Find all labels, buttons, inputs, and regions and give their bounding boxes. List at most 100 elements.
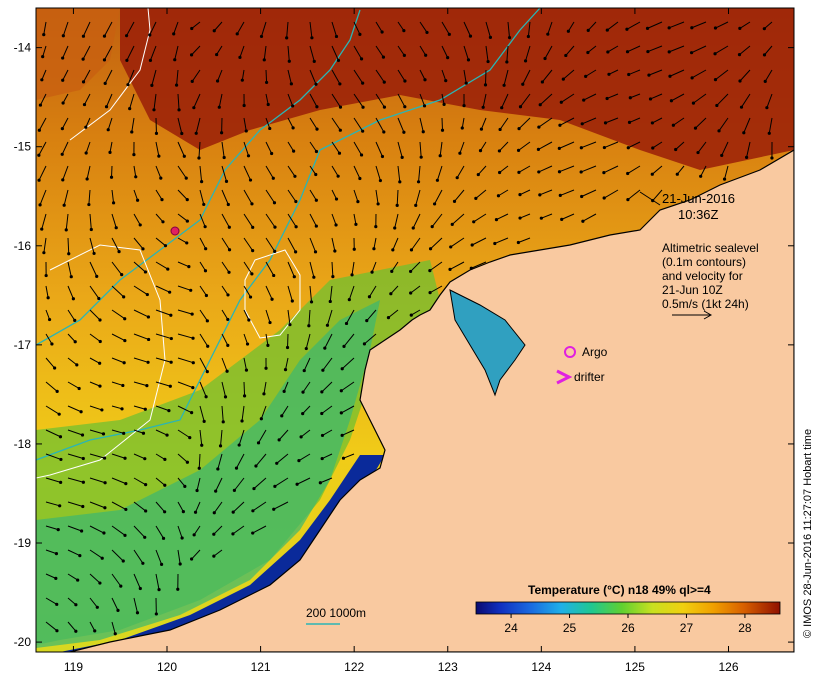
velocity-arrow (177, 333, 194, 339)
velocity-arrow (216, 45, 223, 55)
velocity-arrow-head (204, 247, 208, 251)
lon-tick-label: 119 (64, 660, 83, 674)
velocity-arrow-head (425, 30, 429, 35)
velocity-arrow-head (204, 395, 208, 399)
velocity-arrow-head (336, 58, 341, 63)
velocity-arrow (89, 477, 106, 484)
velocity-arrow (434, 189, 443, 205)
velocity-arrow-head (144, 483, 148, 487)
velocity-arrow (155, 549, 163, 565)
velocity-arrow (85, 117, 91, 128)
velocity-arrow-head (579, 146, 583, 150)
velocity-arrow (220, 429, 223, 446)
velocity-arrow (111, 549, 124, 562)
velocity-arrow-head (79, 410, 83, 414)
velocity-arrow (353, 93, 364, 108)
velocity-arrow (86, 165, 91, 180)
velocity-arrow-head (452, 199, 457, 203)
velocity-arrow-head (252, 486, 256, 491)
velocity-arrow-head (419, 155, 423, 159)
velocity-arrow-head (251, 509, 255, 513)
velocity-arrow-head (134, 175, 138, 179)
velocity-arrow (221, 405, 224, 422)
velocity-arrow (397, 69, 406, 82)
velocity-arrow-head (763, 79, 767, 84)
velocity-arrow (309, 165, 317, 175)
velocity-arrow (107, 117, 113, 130)
velocity-arrow-head (108, 150, 112, 154)
velocity-arrow (199, 309, 208, 322)
velocity-arrow-head (244, 368, 249, 372)
velocity-arrow (88, 189, 91, 205)
velocity-arrow-head (165, 433, 169, 437)
velocity-arrow-head (102, 34, 107, 38)
velocity-arrow (287, 309, 291, 325)
velocity-arrow (285, 357, 289, 370)
velocity-arrow (561, 213, 575, 220)
velocity-arrow (265, 333, 269, 346)
velocity-arrow (155, 165, 162, 179)
velocity-arrow-head (382, 130, 386, 134)
velocity-arrow (193, 93, 201, 108)
isobath-legend: 200 1000m (306, 606, 366, 625)
velocity-arrow (652, 117, 663, 124)
velocity-arrow-head (54, 576, 58, 580)
velocity-arrow (111, 309, 126, 320)
velocity-arrow (441, 69, 447, 81)
velocity-arrow-head (53, 366, 57, 370)
velocity-arrow-head (132, 153, 136, 157)
velocity-arrow-head (61, 178, 65, 182)
velocity-arrow (691, 69, 707, 79)
velocity-arrow (67, 573, 78, 581)
velocity-arrow-head (334, 34, 339, 39)
velocity-arrow-head (770, 156, 774, 160)
velocity-arrow-head (651, 146, 655, 150)
velocity-arrow (265, 309, 271, 323)
velocity-arrow-head (93, 629, 97, 633)
velocity-arrow (45, 525, 59, 531)
velocity-arrow (343, 453, 355, 459)
velocity-arrow (177, 501, 184, 512)
velocity-arrow-head (145, 383, 149, 388)
velocity-arrow-head (690, 76, 694, 80)
velocity-arrow-head (189, 53, 194, 57)
velocity-arrow (67, 309, 76, 321)
velocity-arrow (133, 189, 139, 201)
altimetry-line-5: 0.5m/s (1kt 24h) (662, 297, 749, 311)
velocity-arrow (195, 117, 201, 134)
lon-tick-label: 122 (344, 660, 364, 674)
velocity-arrow (287, 213, 297, 228)
velocity-arrow-head (744, 155, 749, 160)
velocity-arrow-head (121, 559, 125, 563)
velocity-arrow (133, 501, 146, 512)
lat-tick-label: -18 (14, 437, 32, 451)
velocity-arrow-head (291, 126, 295, 130)
velocity-arrow (651, 165, 663, 175)
velocity-arrow-head (184, 176, 188, 180)
velocity-arrow (353, 213, 357, 225)
velocity-arrow-head (449, 245, 453, 249)
velocity-arrow-head (302, 368, 306, 373)
velocity-arrow-head (58, 435, 63, 439)
argo-label: Argo (582, 345, 608, 359)
velocity-arrow (111, 357, 125, 364)
velocity-arrow (199, 261, 206, 272)
velocity-arrow (133, 261, 146, 273)
velocity-arrow-head (248, 178, 253, 182)
velocity-arrow-head (37, 153, 41, 157)
velocity-arrow-head (690, 26, 694, 30)
velocity-arrow (111, 237, 120, 252)
velocity-arrow (104, 45, 113, 61)
velocity-arrow (582, 213, 597, 222)
velocity-arrow-head (256, 441, 261, 445)
velocity-arrow (559, 141, 575, 149)
colorbar-gradient (475, 601, 781, 615)
velocity-arrow-head (64, 228, 68, 232)
velocity-arrow-head (138, 223, 142, 227)
velocity-arrow-head (403, 79, 407, 83)
velocity-arrow (39, 93, 47, 106)
velocity-arrow-head (376, 202, 380, 206)
velocity-arrow (89, 405, 103, 411)
velocity-arrow-head (518, 193, 522, 197)
velocity-arrow-head (141, 247, 145, 251)
